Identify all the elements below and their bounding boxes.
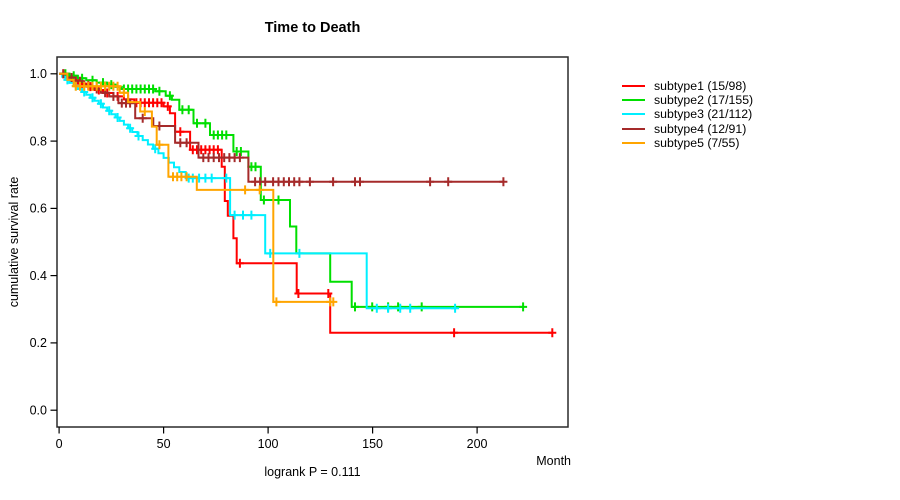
legend-label-subtype4: subtype4 (12/91)	[654, 121, 747, 136]
series-subtype1-censor-marks	[59, 69, 557, 338]
y-axis: 0.0 0.2 0.4 0.6 0.8 1.0	[30, 67, 57, 418]
svg-text:0.6: 0.6	[30, 202, 47, 216]
legend-item-subtype4: subtype4 (12/91)	[622, 122, 753, 136]
svg-text:200: 200	[467, 437, 488, 451]
legend-swatch-subtype2	[622, 99, 645, 102]
series-subtype5	[59, 72, 338, 307]
plot-box	[56, 56, 569, 428]
legend-item-subtype2: subtype2 (17/155)	[622, 93, 753, 107]
legend-swatch-subtype5	[622, 141, 645, 144]
legend-item-subtype1: subtype1 (15/98)	[622, 79, 753, 93]
svg-text:0.0: 0.0	[30, 404, 47, 418]
series-subtype1	[59, 69, 557, 338]
series-subtype5-censor-marks	[71, 81, 338, 307]
svg-text:150: 150	[362, 437, 383, 451]
legend-label-subtype5: subtype5 (7/55)	[654, 135, 740, 150]
svg-text:0.8: 0.8	[30, 134, 47, 148]
legend-label-subtype3: subtype3 (21/112)	[654, 107, 753, 122]
series-subtype2-censor-marks	[61, 69, 528, 312]
legend: subtype1 (15/98) subtype2 (17/155) subtype…	[622, 79, 753, 150]
chart-title: Time to Death	[264, 20, 361, 36]
svg-text:100: 100	[258, 437, 279, 451]
legend-swatch-subtype3	[622, 113, 645, 116]
legend-label-subtype2: subtype2 (17/155)	[654, 93, 754, 108]
svg-text:0: 0	[56, 437, 63, 451]
svg-text:0.2: 0.2	[30, 336, 47, 350]
legend-item-subtype5: subtype5 (7/55)	[622, 136, 753, 150]
legend-label-subtype1: subtype1 (15/98)	[654, 79, 747, 94]
legend-swatch-subtype1	[622, 85, 645, 88]
svg-text:1.0: 1.0	[30, 67, 47, 81]
x-axis: 0 50 100 150 200	[56, 427, 488, 451]
series-subtype2-line	[59, 72, 524, 308]
series-subtype3-line	[59, 72, 456, 310]
series-subtype1-line	[59, 72, 553, 334]
legend-swatch-subtype4	[622, 127, 645, 130]
svg-text:0.4: 0.4	[30, 269, 47, 283]
svg-text:50: 50	[157, 437, 171, 451]
legend-item-subtype3: subtype3 (21/112)	[622, 107, 753, 121]
x-axis-label: Month	[536, 454, 571, 468]
logrank-annotation: logrank P = 0.111	[264, 465, 361, 479]
